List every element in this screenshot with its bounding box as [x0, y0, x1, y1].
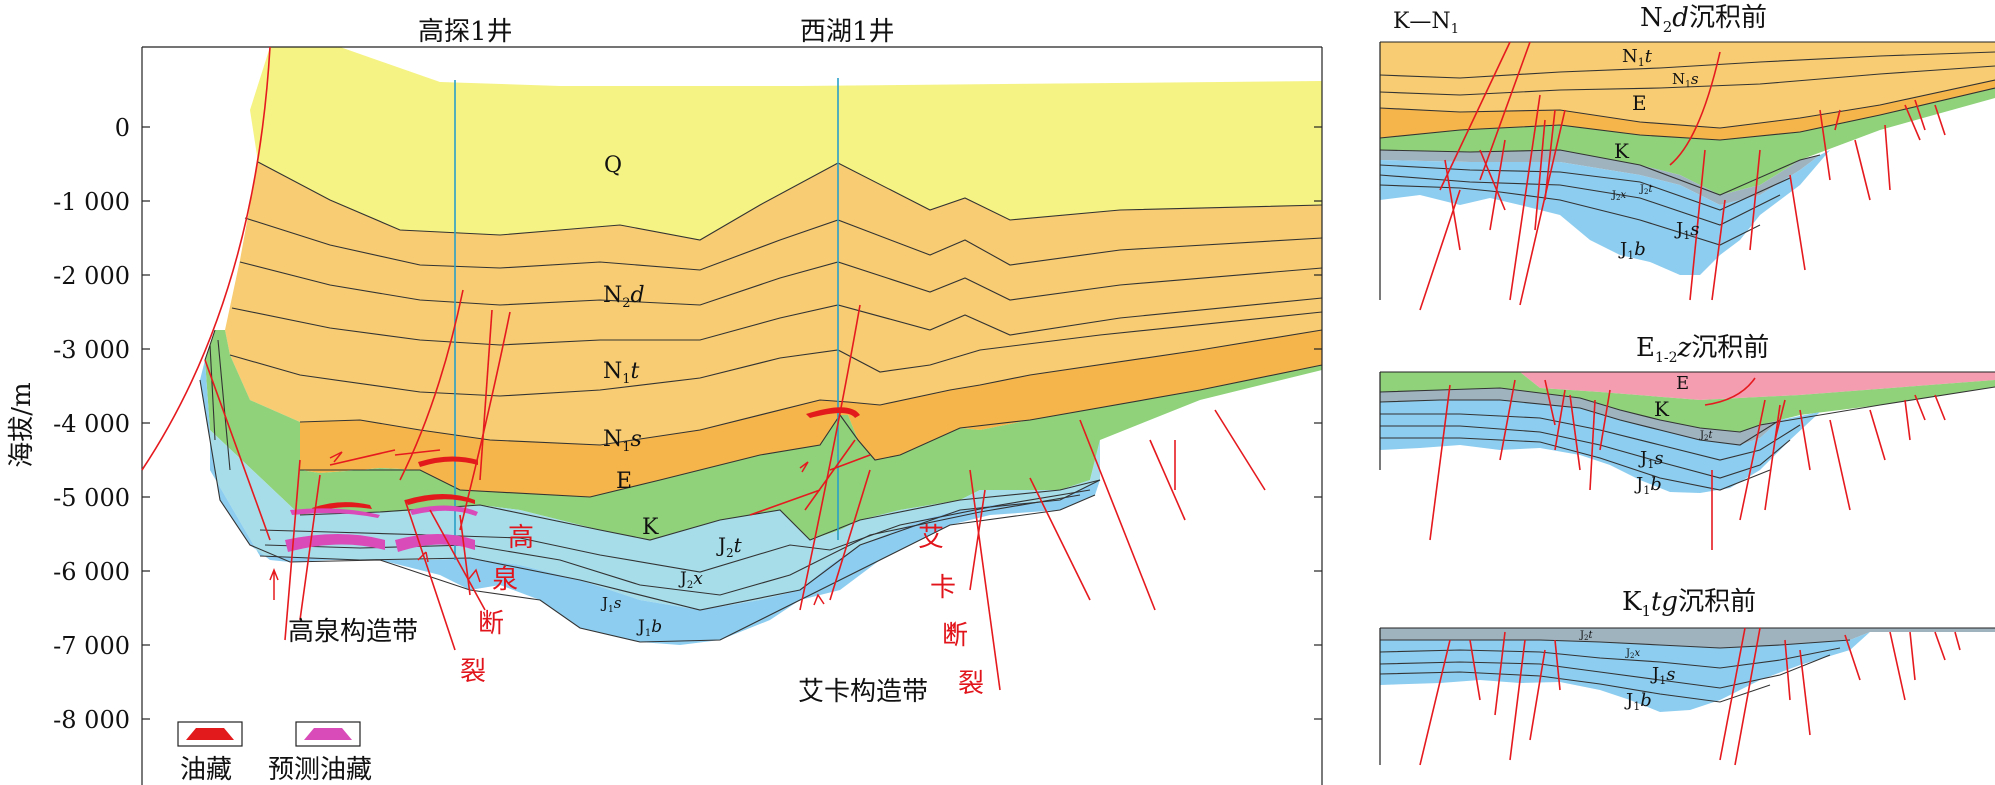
p2-e: E: [1676, 373, 1689, 394]
zone-aika: 艾卡构造带: [798, 677, 928, 707]
layer-q: [250, 47, 1322, 240]
well-label-1: 高探1井: [418, 17, 513, 47]
y-tick: -1 000: [53, 188, 130, 216]
svg-text:裂: 裂: [460, 657, 486, 687]
p1-n1s: N1s: [1672, 70, 1699, 90]
y-tick: -4 000: [53, 410, 130, 438]
y-tick: -8 000: [53, 706, 130, 734]
fault-arrows: [269, 451, 956, 633]
p1-j2x: J2x: [1611, 190, 1626, 202]
svg-text:裂: 裂: [958, 669, 984, 699]
p1-n1t: N1t: [1622, 46, 1653, 69]
p1-j1b: J1b: [1618, 239, 1646, 262]
p1-j2t: J2t: [1639, 184, 1653, 196]
y-ticks: 0 -1 000 -2 000 -3 000 -4 000 -5 000 -6 …: [53, 114, 130, 734]
svg-text:断: 断: [942, 621, 968, 651]
predicted-reservoir: [395, 534, 475, 552]
layer-n: [225, 162, 1322, 445]
oil-reservoir: [418, 456, 478, 467]
zone-gaoquan: 高泉构造带: [288, 617, 418, 647]
label-n1s: N1s: [603, 427, 642, 455]
svg-text:艾: 艾: [918, 523, 944, 553]
oil-reservoir: [806, 407, 860, 418]
label-k: K: [642, 515, 659, 540]
label-n2d: N2d: [603, 283, 645, 311]
y-axis-label: 海拔/m: [7, 382, 37, 467]
label-j2x: J2x: [678, 569, 703, 591]
p1-e: E: [1632, 91, 1647, 115]
p2-j1b: J1b: [1634, 474, 1662, 497]
oil-reservoir: [312, 502, 372, 512]
legend-predicted-label: 预测油藏: [268, 755, 372, 785]
fault-label-gaoquan: 高 泉 断 裂: [460, 523, 534, 687]
panel-k1tg: K1tg沉积前 J2t J2x J1s J1b: [1379, 587, 1995, 766]
label-j1b: J1b: [636, 617, 662, 639]
label-n1t: N1t: [603, 359, 640, 387]
p3-title: K1tg沉积前: [1622, 587, 1756, 620]
layer-k: [205, 330, 1322, 540]
layer-j2: [210, 430, 1100, 610]
legend-oil-swatch: [186, 728, 234, 740]
y-axis: 海拔/m 0 -1 000 -2 000 -3 000 -4 000 -5 00…: [7, 114, 1322, 734]
y-tick: -2 000: [53, 262, 130, 290]
predicted-reservoir: [285, 534, 385, 552]
oil-reservoir: [405, 494, 475, 505]
p2-j1s: J1s: [1638, 448, 1663, 471]
y-tick: -7 000: [53, 632, 130, 660]
p2-k: K: [1654, 397, 1670, 421]
main-section: Q N2d N1t N1s E K J2t J2x J1s J1b 高探1井 西…: [7, 17, 1323, 785]
label-j2t: J2t: [716, 533, 743, 560]
p3-j1b: J1b: [1624, 690, 1652, 713]
svg-text:断: 断: [478, 609, 504, 639]
y-tick: -5 000: [53, 484, 130, 512]
p3-j2t: J2t: [1579, 630, 1593, 642]
p2-j2t: J2t: [1699, 430, 1713, 442]
label-q: Q: [604, 153, 622, 178]
panel-n2d: N2d沉积前 K—N1 N1t N1s E K J2x J2t J1s J1b: [1379, 3, 1995, 311]
svg-text:高: 高: [508, 523, 534, 553]
predicted-reservoir: [290, 508, 380, 518]
p2-title: E1-2z沉积前: [1636, 333, 1769, 366]
legend: 油藏 预测油藏: [177, 721, 372, 785]
y-tick: 0: [115, 114, 130, 142]
svg-text:卡: 卡: [930, 573, 956, 603]
label-e: E: [616, 469, 632, 494]
svg-text:泉: 泉: [492, 565, 518, 595]
label-j1s: J1s: [600, 594, 622, 615]
panel-e12z: E1-2z沉积前 E K J2t J1s J1b: [1379, 333, 1995, 550]
p1-title: N2d沉积前: [1640, 3, 1767, 36]
legend-oil-label: 油藏: [180, 755, 232, 785]
y-tick: -6 000: [53, 558, 130, 586]
p3-j2x: J2x: [1625, 648, 1640, 660]
p1-corner: K—N1: [1393, 9, 1459, 37]
fault-label-aika: 艾 卡 断 裂: [918, 523, 984, 699]
y-tick: -3 000: [53, 336, 130, 364]
p1-j1s: J1s: [1674, 219, 1699, 242]
p1-k: K: [1614, 139, 1630, 163]
well-label-2: 西湖1井: [800, 17, 895, 47]
faults-main: [141, 46, 1266, 691]
predicted-reservoir: [410, 505, 478, 516]
legend-predicted-swatch: [304, 728, 352, 740]
p3-j1s: J1s: [1650, 664, 1675, 687]
